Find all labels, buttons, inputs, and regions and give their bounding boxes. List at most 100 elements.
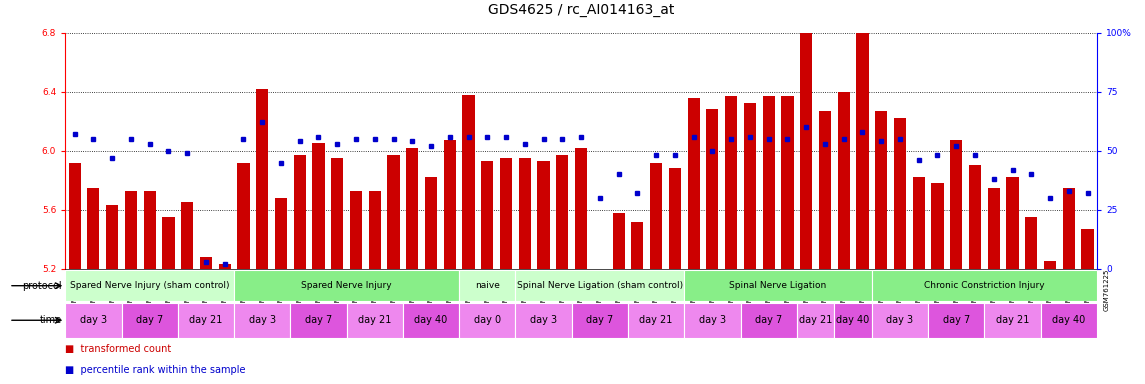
Text: GSM761267: GSM761267: [184, 269, 190, 311]
Text: GSM761218: GSM761218: [972, 269, 978, 311]
Bar: [725, 96, 737, 269]
Bar: [763, 96, 775, 269]
Text: day 7: day 7: [586, 315, 614, 325]
Bar: [200, 257, 212, 269]
Bar: [631, 222, 643, 269]
Bar: [685, 270, 871, 301]
Bar: [819, 111, 831, 269]
Text: GSM761264: GSM761264: [128, 269, 134, 311]
Bar: [687, 98, 700, 269]
Bar: [571, 303, 627, 338]
Bar: [969, 166, 981, 269]
Text: day 21: day 21: [639, 315, 673, 325]
Text: GSM761250: GSM761250: [259, 269, 266, 311]
Text: GSM761259: GSM761259: [428, 269, 434, 311]
Text: ■  percentile rank within the sample: ■ percentile rank within the sample: [65, 365, 246, 375]
Bar: [744, 104, 756, 269]
Bar: [65, 303, 121, 338]
Text: GSM761235: GSM761235: [860, 269, 866, 311]
Text: GSM761249: GSM761249: [240, 269, 246, 311]
Bar: [406, 148, 418, 269]
Bar: [425, 177, 437, 269]
Text: Chronic Constriction Injury: Chronic Constriction Injury: [924, 281, 1044, 290]
Text: GSM761247: GSM761247: [484, 269, 490, 311]
Text: GSM761230: GSM761230: [766, 269, 772, 311]
Bar: [556, 155, 568, 269]
Text: day 3: day 3: [530, 315, 558, 325]
Text: day 7: day 7: [755, 315, 782, 325]
Bar: [856, 28, 869, 269]
Text: GSM761268: GSM761268: [203, 269, 208, 311]
Text: day 21: day 21: [996, 315, 1029, 325]
Bar: [1025, 217, 1037, 269]
Bar: [1041, 303, 1097, 338]
Text: day 21: day 21: [799, 315, 832, 325]
Bar: [800, 25, 812, 269]
Bar: [519, 158, 531, 269]
Bar: [106, 205, 118, 269]
Bar: [871, 303, 929, 338]
Text: GSM761261: GSM761261: [72, 269, 78, 311]
Bar: [275, 198, 287, 269]
Bar: [1044, 262, 1056, 269]
Bar: [87, 188, 100, 269]
Text: GSM761220: GSM761220: [1010, 269, 1016, 311]
Bar: [627, 303, 685, 338]
Bar: [65, 270, 234, 301]
Bar: [256, 89, 268, 269]
Text: GSM761243: GSM761243: [634, 269, 640, 311]
Text: GSM761221: GSM761221: [1028, 269, 1034, 311]
Text: day 3: day 3: [886, 315, 914, 325]
Bar: [669, 169, 681, 269]
Bar: [219, 264, 231, 269]
Text: GSM761269: GSM761269: [222, 269, 228, 311]
Text: naive: naive: [475, 281, 499, 290]
Text: time: time: [40, 315, 62, 325]
Bar: [143, 190, 156, 269]
Bar: [650, 162, 662, 269]
Bar: [875, 111, 887, 269]
Bar: [613, 213, 625, 269]
Bar: [347, 303, 403, 338]
Bar: [950, 141, 962, 269]
Bar: [537, 161, 550, 269]
Bar: [515, 303, 571, 338]
Text: day 40: day 40: [837, 315, 870, 325]
Text: GSM761240: GSM761240: [578, 269, 584, 311]
Text: GSM761237: GSM761237: [522, 269, 528, 311]
Text: Spared Nerve Injury (sham control): Spared Nerve Injury (sham control): [70, 281, 229, 290]
Text: GSM761239: GSM761239: [559, 269, 566, 311]
Bar: [387, 155, 400, 269]
Bar: [177, 303, 234, 338]
Text: GSM761256: GSM761256: [372, 269, 378, 311]
Text: day 40: day 40: [1052, 315, 1085, 325]
Bar: [706, 109, 718, 269]
Text: GSM761262: GSM761262: [90, 269, 96, 311]
Text: GSM761244: GSM761244: [653, 269, 660, 311]
Text: day 7: day 7: [305, 315, 332, 325]
Text: GSM761219: GSM761219: [990, 269, 997, 311]
Bar: [459, 270, 515, 301]
Bar: [234, 270, 459, 301]
Text: ■  transformed count: ■ transformed count: [65, 344, 172, 354]
Bar: [234, 303, 291, 338]
Text: GSM761216: GSM761216: [934, 269, 940, 311]
Bar: [313, 143, 324, 269]
Bar: [931, 183, 943, 269]
Bar: [350, 190, 362, 269]
Text: day 0: day 0: [474, 315, 500, 325]
Text: day 21: day 21: [189, 315, 222, 325]
Text: GSM761226: GSM761226: [690, 269, 696, 311]
Bar: [481, 161, 493, 269]
Bar: [125, 190, 137, 269]
Text: GSM761245: GSM761245: [672, 269, 678, 311]
Text: day 3: day 3: [248, 315, 276, 325]
Text: GSM761225: GSM761225: [1104, 269, 1110, 311]
Bar: [331, 158, 344, 269]
Text: Spared Nerve Injury: Spared Nerve Injury: [301, 281, 392, 290]
Text: GSM761266: GSM761266: [165, 269, 172, 311]
Bar: [463, 94, 475, 269]
Text: GSM761236: GSM761236: [878, 269, 884, 311]
Bar: [293, 155, 306, 269]
Bar: [988, 188, 1000, 269]
